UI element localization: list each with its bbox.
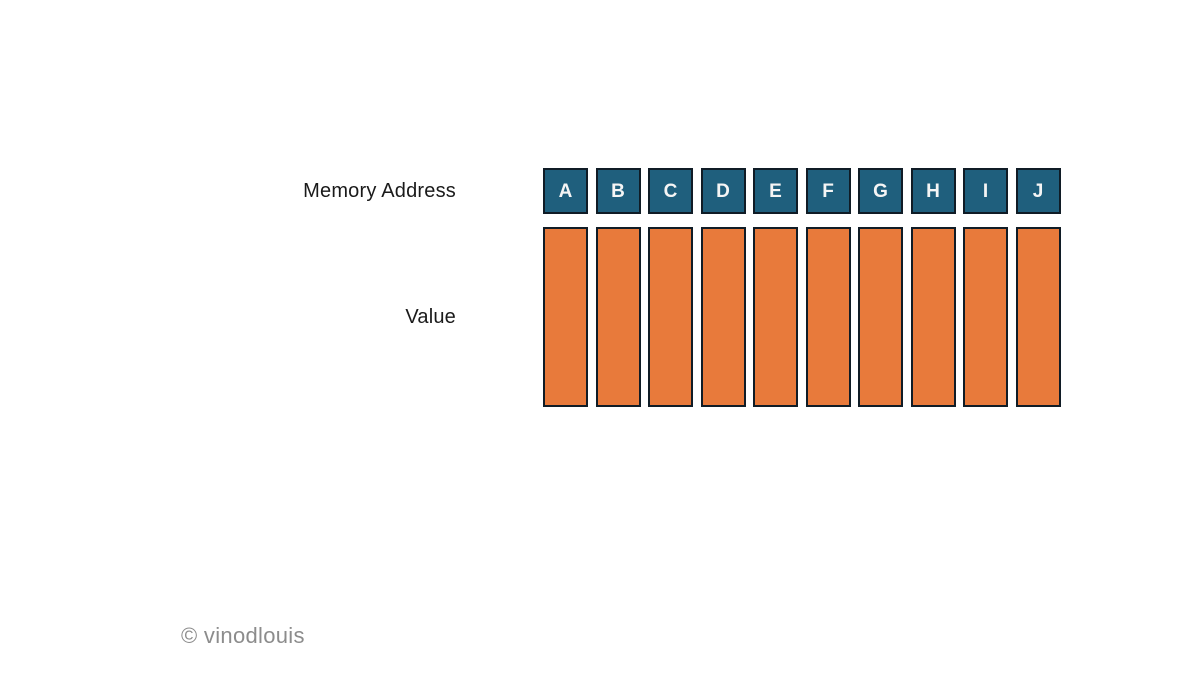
value-cell-j <box>1015 227 1061 407</box>
value-cell-a <box>543 227 588 407</box>
value-cell-f <box>805 227 851 407</box>
memory-address-cell-d: D <box>700 168 746 214</box>
value-cell-b <box>595 227 641 407</box>
value-label: Value <box>405 305 456 328</box>
memory-address-cell-c: C <box>648 168 693 214</box>
memory-address-cell-h: H <box>910 168 956 214</box>
memory-address-cell-j: J <box>1015 168 1061 214</box>
memory-address-cell-i: I <box>963 168 1008 214</box>
value-cell-c <box>648 227 693 407</box>
watermark: © vinodlouis <box>181 623 305 648</box>
value-cell-g <box>858 227 903 407</box>
memory-address-cell-g: G <box>858 168 903 214</box>
memory-address-cell-a: A <box>543 168 588 214</box>
memory-address-cell-f: F <box>805 168 851 214</box>
value-row <box>543 227 1061 407</box>
value-cell-d <box>700 227 746 407</box>
value-cell-i <box>963 227 1008 407</box>
memory-address-cell-b: B <box>595 168 641 214</box>
value-cell-e <box>753 227 798 407</box>
memory-address-cell-e: E <box>753 168 798 214</box>
value-cell-h <box>910 227 956 407</box>
memory-address-label: Memory Address <box>303 179 456 202</box>
